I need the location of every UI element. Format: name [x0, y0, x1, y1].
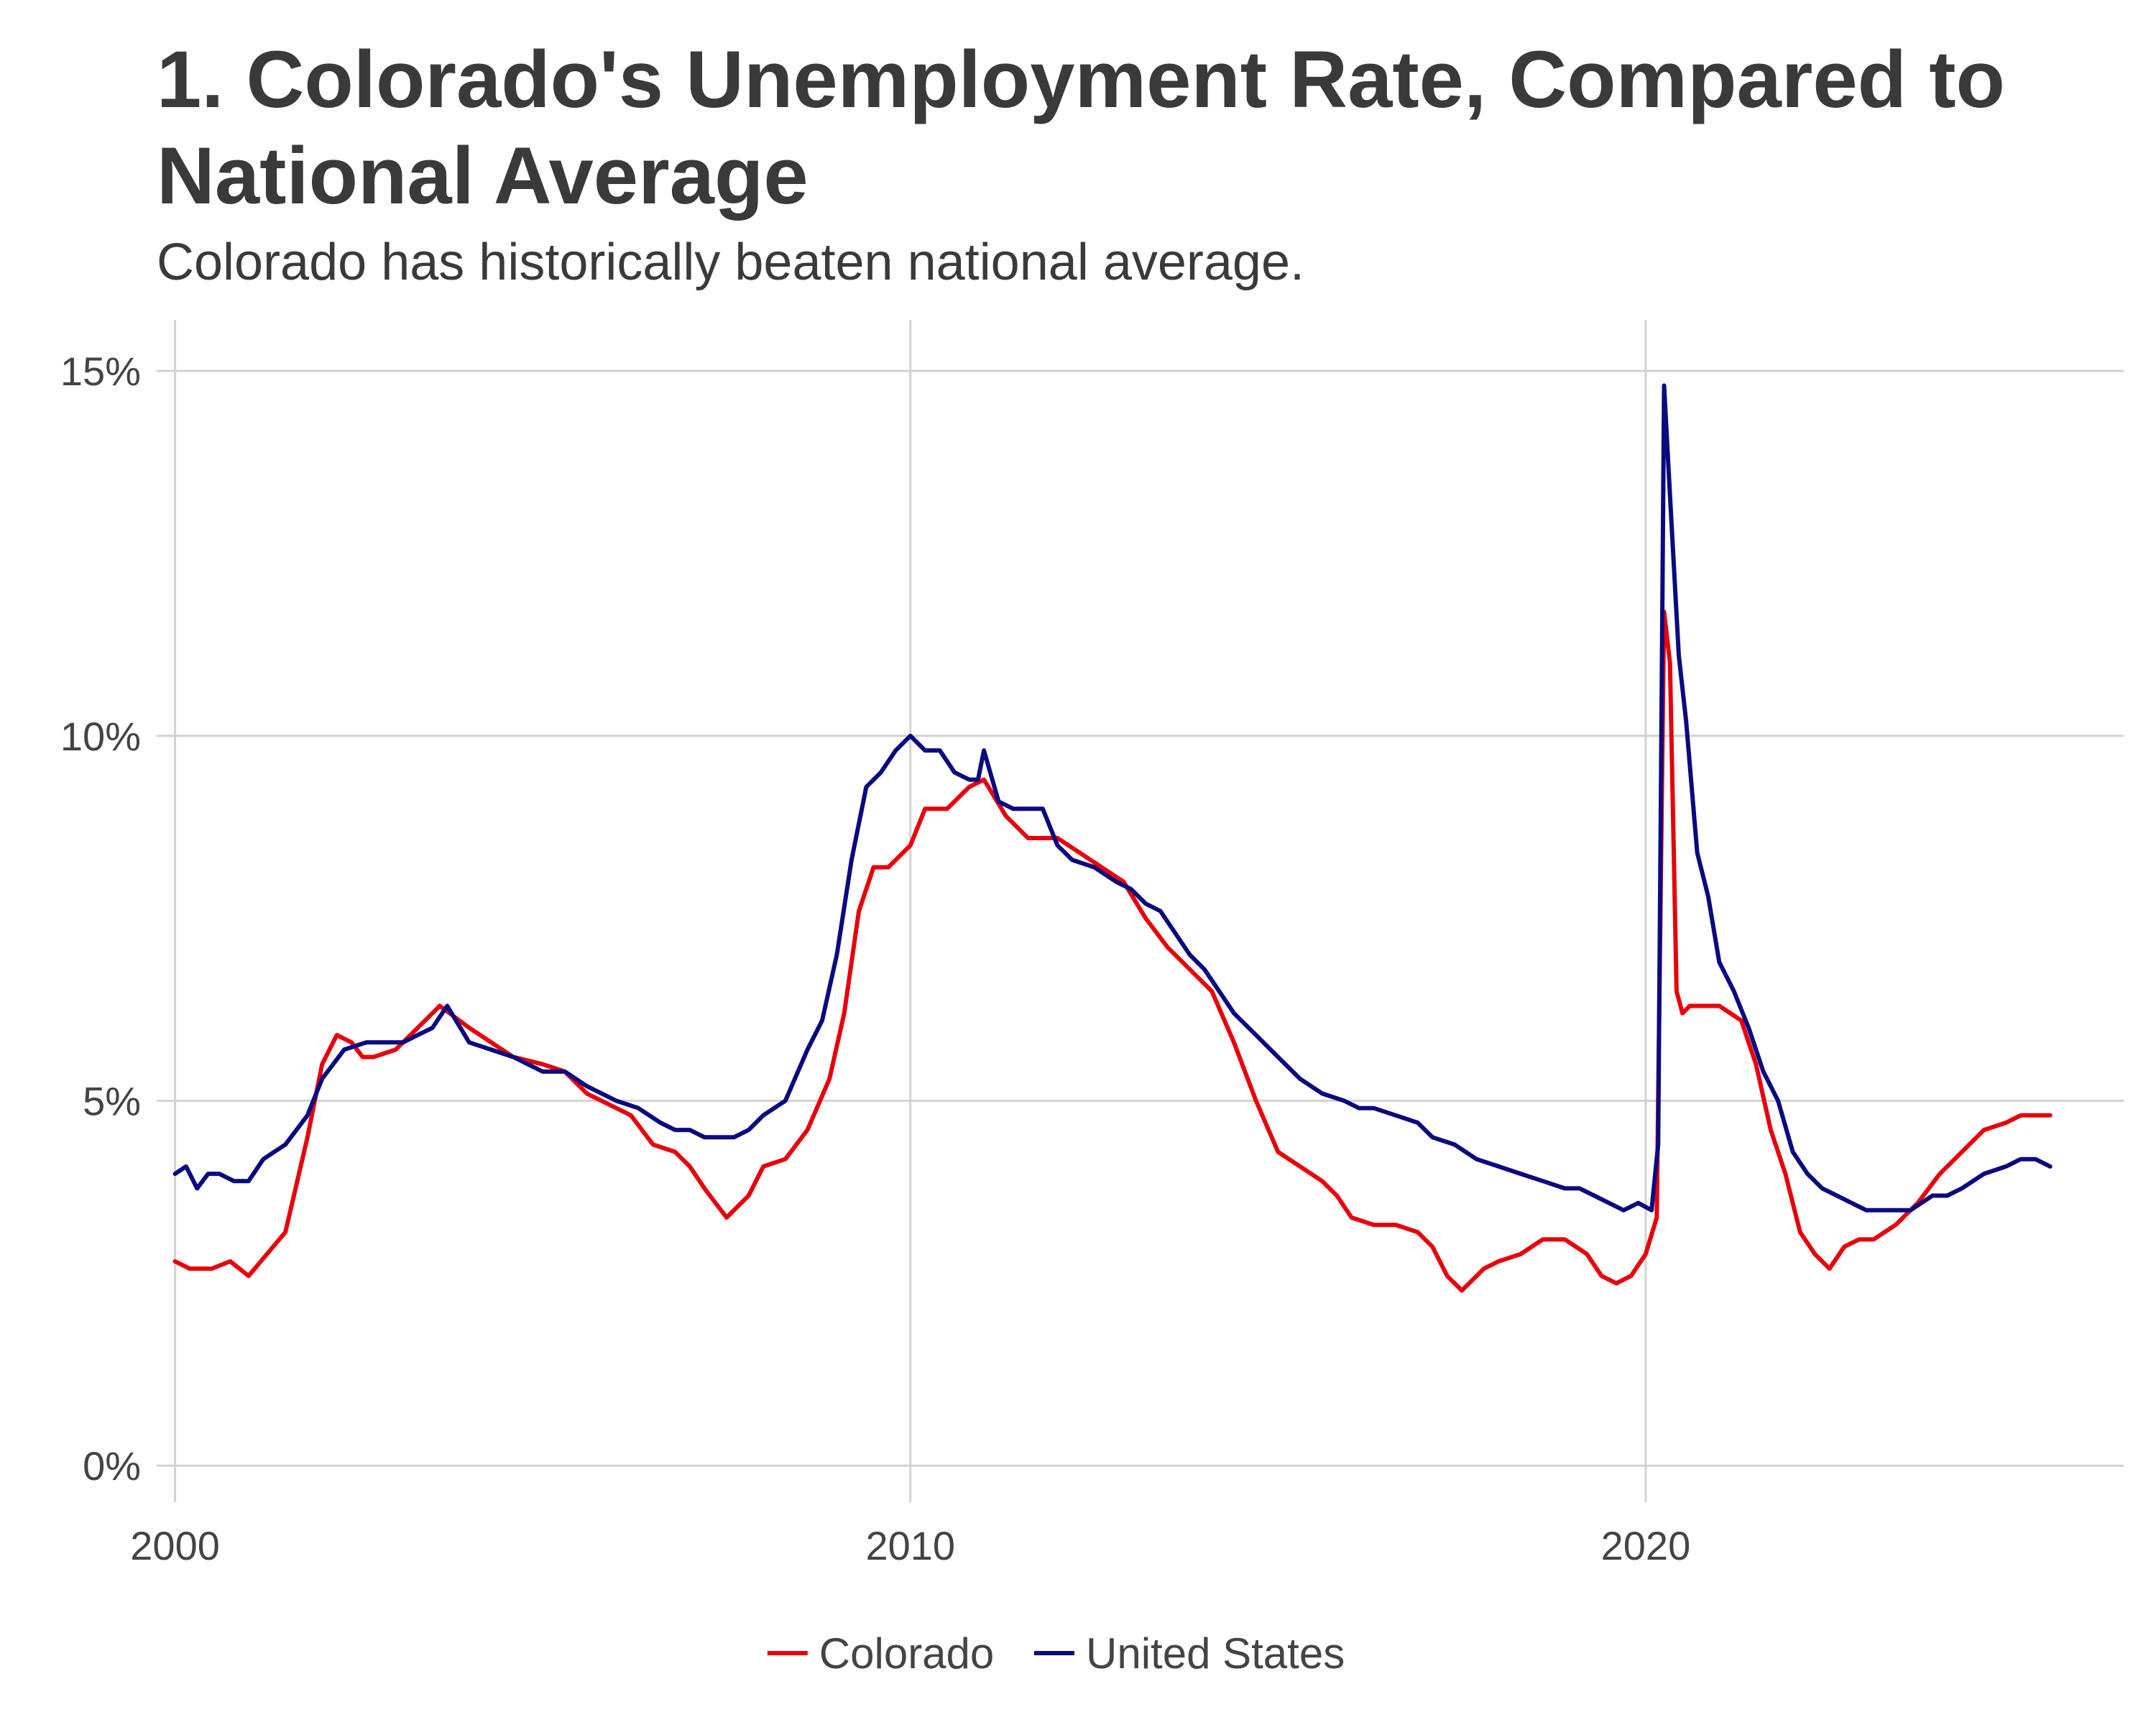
y-tick-label: 10%	[60, 714, 141, 759]
y-tick-label: 15%	[60, 349, 141, 394]
y-tick-label: 5%	[83, 1079, 141, 1124]
x-tick-label: 2000	[130, 1523, 220, 1568]
y-axis-tick-labels: 0% 5% 10% 15%	[60, 349, 141, 1489]
series-line-united-states	[172, 383, 2053, 1213]
x-tick-label: 2010	[865, 1523, 955, 1568]
x-tick-label: 2020	[1601, 1523, 1691, 1568]
legend-label-united-states: United States	[1086, 1629, 1345, 1678]
legend-label-colorado: Colorado	[819, 1629, 995, 1678]
series-lines	[172, 383, 2053, 1293]
series-line-colorado	[172, 610, 2053, 1293]
chart-title: 1. Colorado's Unemployment Rate, Compare…	[157, 34, 2005, 221]
y-tick-label: 0%	[83, 1443, 141, 1489]
legend: Colorado United States	[767, 1629, 1345, 1678]
grid-lines	[157, 320, 2124, 1502]
chart-subtitle: Colorado has historically beaten nationa…	[157, 234, 1305, 291]
x-axis-tick-labels: 2000 2010 2020	[130, 1523, 1690, 1568]
